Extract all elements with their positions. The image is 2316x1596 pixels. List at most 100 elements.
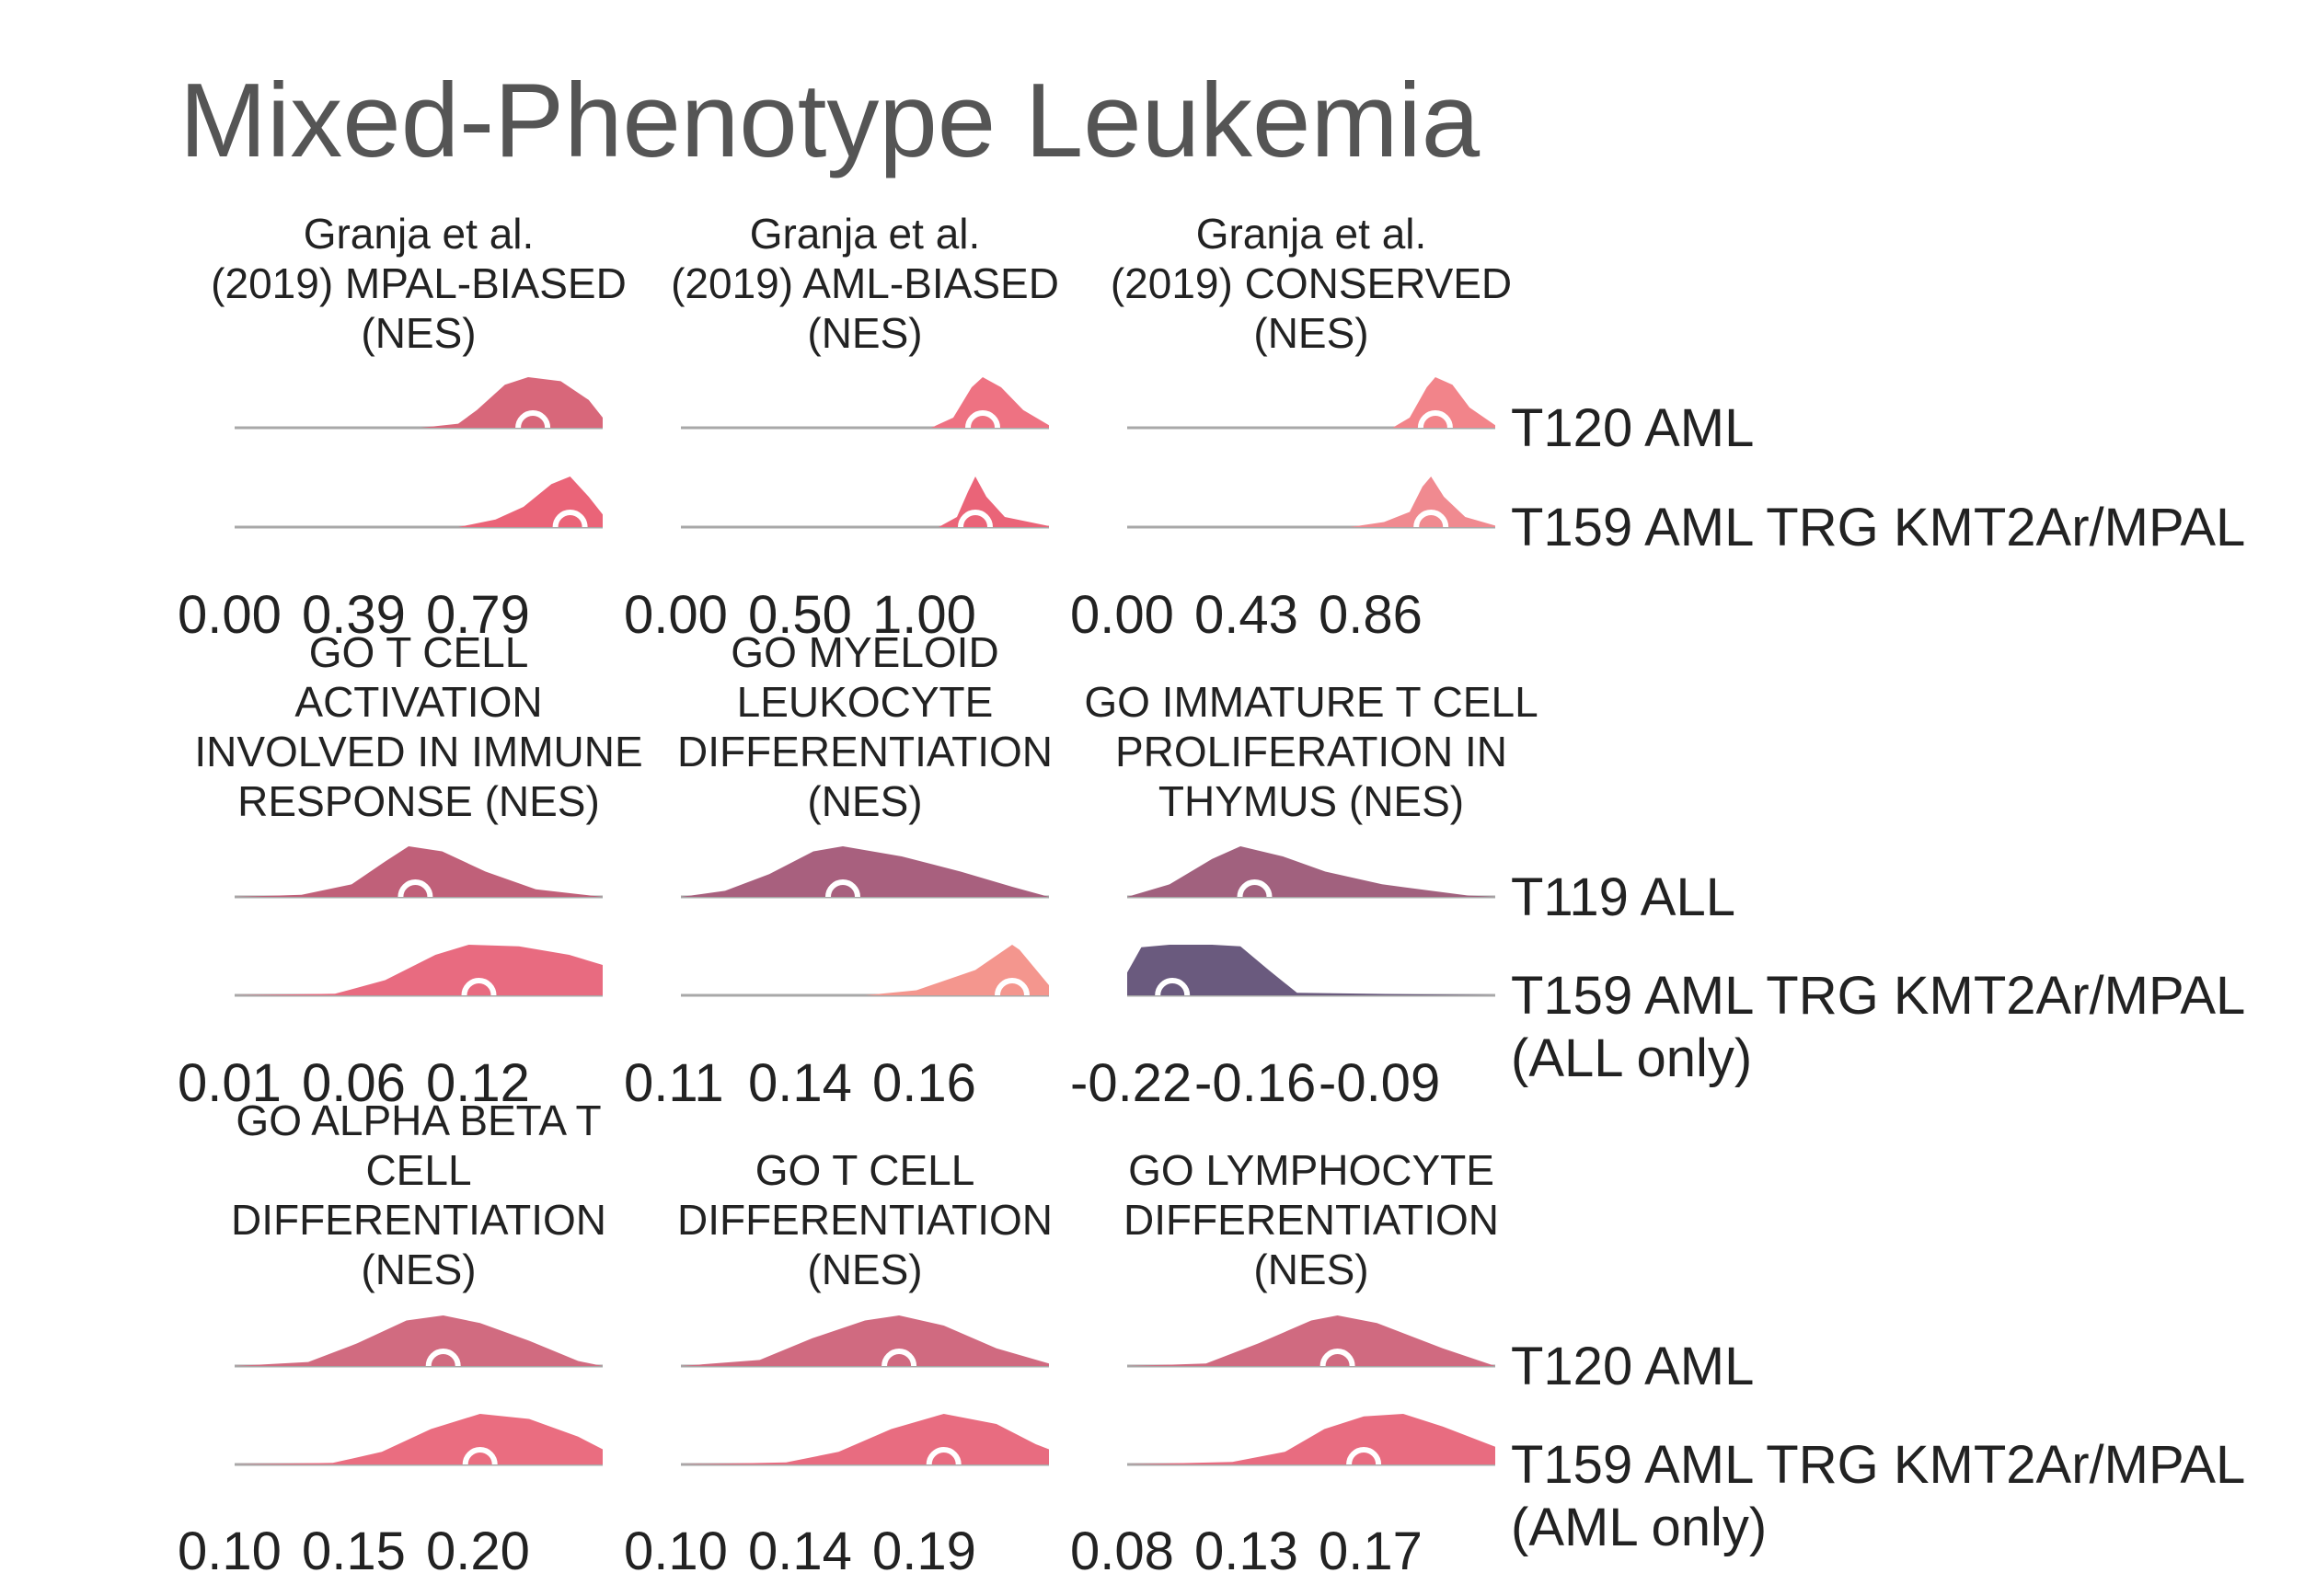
row-label: T159 AML TRG KMT2Ar/MPAL <box>1511 1435 2245 1495</box>
density-ridge <box>681 945 1049 995</box>
tick-label: 0.11 <box>624 1053 724 1113</box>
tick-label: 0.06 <box>302 1053 406 1113</box>
panel-title: (NES) <box>1253 1246 1368 1293</box>
panel-title: (NES) <box>807 777 922 825</box>
tick-label: -0.09 <box>1319 1053 1440 1113</box>
panel-title: (2019) CONSERVED <box>1111 259 1512 307</box>
median-marker <box>461 978 497 996</box>
density-ridge <box>681 477 1049 527</box>
panel-title: GO IMMATURE T CELL <box>1084 678 1538 726</box>
tick-label: 0.79 <box>426 585 530 645</box>
tick-label: 0.15 <box>302 1521 406 1581</box>
median-marker <box>398 879 433 898</box>
row-label: T159 AML TRG KMT2Ar/MPAL <box>1511 498 2245 557</box>
panel-title: Granja et al. <box>304 210 535 258</box>
panel-title: DIFFERENTIATION <box>231 1196 606 1244</box>
median-marker <box>1346 1447 1382 1465</box>
median-marker <box>1413 510 1449 528</box>
tick-label: 0.10 <box>178 1521 282 1581</box>
tick-label: 0.14 <box>748 1053 852 1113</box>
panel-title: GO T CELL <box>755 1146 975 1194</box>
median-marker <box>552 510 588 528</box>
density-ridge <box>235 377 603 428</box>
median-marker <box>1319 1349 1355 1367</box>
tick-label: 0.86 <box>1319 585 1423 645</box>
median-marker <box>515 410 551 429</box>
density-ridge <box>235 1315 603 1366</box>
density-ridge <box>681 846 1049 897</box>
tick-label: 0.01 <box>178 1053 282 1113</box>
row-label: (AML only) <box>1511 1498 1767 1557</box>
plot-layer: T120 AML T159 AML TRG KMT2Ar/MPAL Granja e… <box>178 210 2245 1581</box>
density-ridge <box>681 1414 1049 1464</box>
tick-label: 0.13 <box>1194 1521 1298 1581</box>
panel-title: GO LYMPHOCYTE <box>1128 1146 1494 1194</box>
tick-label: 0.00 <box>624 585 728 645</box>
density-ridge <box>1127 377 1495 428</box>
tick-label: -0.22 <box>1070 1053 1192 1113</box>
tick-label: -0.16 <box>1194 1053 1316 1113</box>
tick-label: 0.43 <box>1194 585 1298 645</box>
tick-label: 0.00 <box>178 585 282 645</box>
tick-label: 0.12 <box>426 1053 530 1113</box>
tick-label: 0.19 <box>872 1521 976 1581</box>
tick-label: 0.16 <box>872 1053 976 1113</box>
density-ridge <box>681 1315 1049 1366</box>
median-marker <box>926 1447 962 1465</box>
tick-label: 0.39 <box>302 585 406 645</box>
panel-title: (NES) <box>1253 309 1368 357</box>
row-label: T120 AML <box>1511 398 1754 458</box>
tick-label: 0.00 <box>1070 585 1174 645</box>
density-ridge <box>1127 846 1495 897</box>
density-ridge <box>235 846 603 897</box>
panel-title: (2019) AML-BIASED <box>671 259 1059 307</box>
panel-title: (NES) <box>361 309 476 357</box>
panel-title: GO MYELOID <box>731 628 998 676</box>
tick-label: 0.50 <box>748 585 852 645</box>
median-marker <box>462 1447 498 1465</box>
panel-title: DIFFERENTIATION <box>1123 1196 1499 1244</box>
median-marker <box>825 879 860 898</box>
panel-title: Granja et al. <box>750 210 981 258</box>
panel-title: RESPONSE (NES) <box>237 777 600 825</box>
panel-title: (NES) <box>807 309 922 357</box>
tick-label: 0.10 <box>624 1521 728 1581</box>
row-label: T119 ALL <box>1511 867 1735 927</box>
panel-title: GO ALPHA BETA T <box>236 1097 601 1144</box>
median-marker <box>1237 879 1273 898</box>
density-ridge <box>235 477 603 527</box>
panel-title: (NES) <box>807 1246 922 1293</box>
panel-title: CELL <box>365 1146 471 1194</box>
density-ridge <box>235 945 603 995</box>
panel-title: ACTIVATION <box>294 678 542 726</box>
tick-label: 0.17 <box>1319 1521 1423 1581</box>
row-label: (ALL only) <box>1511 1028 1752 1088</box>
density-ridge <box>681 377 1049 428</box>
panel-title: INVOLVED IN IMMUNE <box>194 728 642 775</box>
panel-title: PROLIFERATION IN <box>1115 728 1507 775</box>
density-ridge <box>1127 477 1495 527</box>
median-marker <box>1417 410 1453 429</box>
median-marker <box>995 978 1030 996</box>
median-marker <box>958 510 993 528</box>
panel-title: LEUKOCYTE <box>737 678 994 726</box>
density-ridge <box>1127 945 1495 995</box>
panel-title: GO T CELL <box>309 628 529 676</box>
row-label: T120 AML <box>1511 1337 1754 1396</box>
figure-title: Mixed-Phenotype Leukemia <box>179 63 1481 179</box>
panel-title: (2019) MPAL-BIASED <box>211 259 627 307</box>
median-marker <box>965 410 1000 429</box>
density-ridge <box>1127 1414 1495 1464</box>
panel-title: DIFFERENTIATION <box>677 728 1053 775</box>
panel-title: Granja et al. <box>1196 210 1427 258</box>
panel-title: DIFFERENTIATION <box>677 1196 1053 1244</box>
density-ridge <box>235 1414 603 1464</box>
median-marker <box>881 1349 917 1367</box>
tick-label: 0.14 <box>748 1521 852 1581</box>
panel-title: (NES) <box>361 1246 476 1293</box>
panel-title: THYMUS (NES) <box>1158 777 1464 825</box>
tick-label: 0.08 <box>1070 1521 1174 1581</box>
tick-label: 0.20 <box>426 1521 530 1581</box>
density-ridge <box>1127 1315 1495 1366</box>
